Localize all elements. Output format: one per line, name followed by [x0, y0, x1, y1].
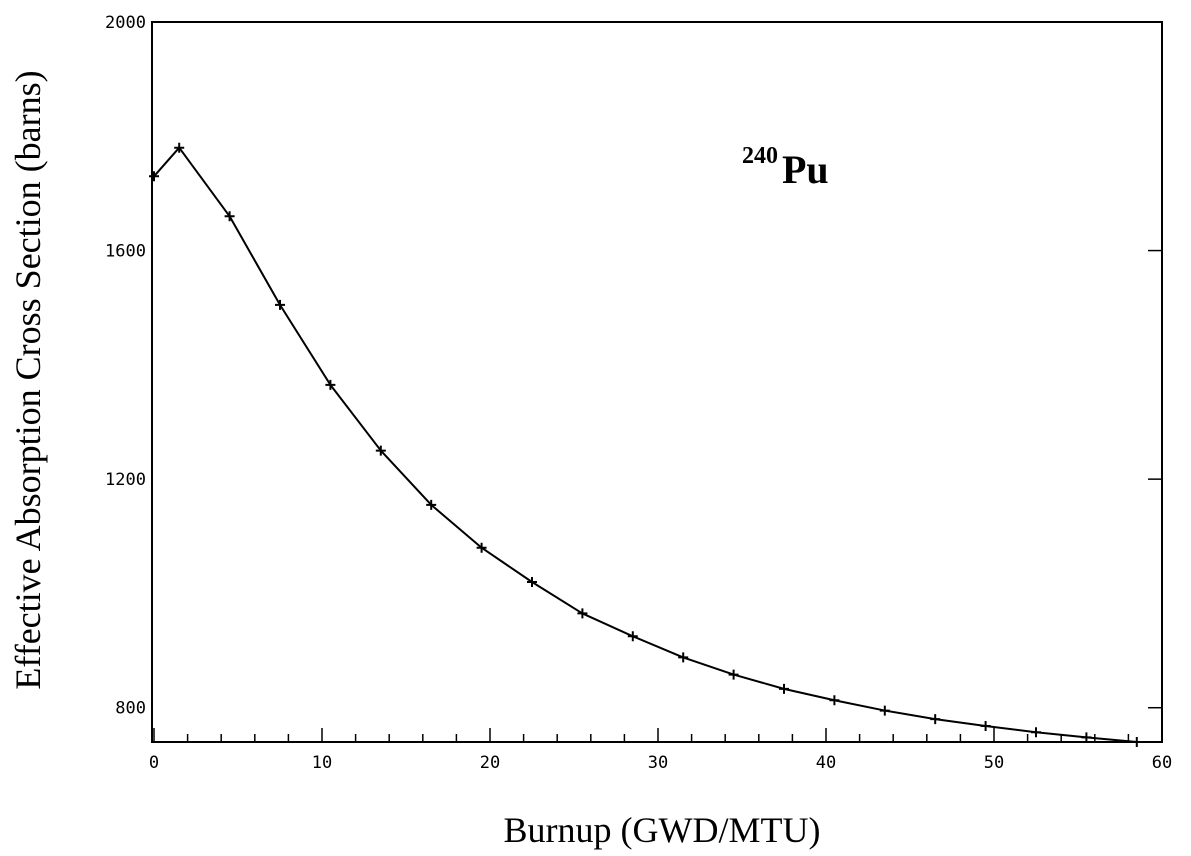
data-point — [149, 171, 159, 182]
x-axis-ticks: 0 10 20 30 40 50 60 — [149, 728, 1172, 773]
isotope-mass-number: 240 — [742, 143, 778, 169]
data-point — [829, 695, 840, 706]
x-tick-label: 40 — [816, 753, 836, 773]
data-point — [275, 299, 285, 310]
y-axis-title: Effective Absorption Cross Section (barn… — [8, 70, 48, 689]
data-point — [1131, 737, 1142, 747]
isotope-annotation: 240 Pu — [742, 143, 829, 192]
data-series — [149, 142, 1142, 747]
data-point — [930, 714, 941, 725]
x-tick-label: 20 — [480, 753, 500, 773]
y-tick-label: 1600 — [105, 242, 146, 262]
data-point — [1081, 732, 1092, 743]
data-point — [476, 542, 487, 553]
data-point — [174, 142, 185, 153]
x-tick-label: 60 — [1152, 753, 1172, 773]
data-point — [879, 705, 890, 716]
data-point — [224, 211, 235, 222]
data-point — [375, 445, 386, 456]
y-tick-label: 2000 — [105, 13, 146, 33]
data-point — [527, 577, 537, 587]
data-point — [627, 631, 638, 642]
y-tick-label: 800 — [115, 699, 146, 719]
plot-frame — [151, 21, 1163, 743]
data-point — [779, 683, 789, 694]
isotope-symbol: Pu — [782, 147, 829, 192]
x-tick-label: 10 — [312, 753, 332, 773]
x-axis-title: Burnup (GWD/MTU) — [504, 810, 821, 850]
data-point — [1031, 727, 1041, 738]
x-tick-label: 30 — [648, 753, 668, 773]
x-tick-label: 50 — [984, 753, 1004, 773]
data-point — [728, 669, 739, 680]
data-point — [678, 652, 689, 663]
data-point — [325, 379, 336, 390]
x-tick-label: 0 — [149, 753, 159, 773]
y-axis-ticks: 800 1200 1600 2000 — [105, 13, 1162, 719]
data-point — [980, 721, 991, 731]
data-point — [577, 608, 588, 619]
y-tick-label: 1200 — [105, 470, 146, 490]
series-line — [153, 146, 1137, 743]
data-point — [426, 499, 437, 510]
